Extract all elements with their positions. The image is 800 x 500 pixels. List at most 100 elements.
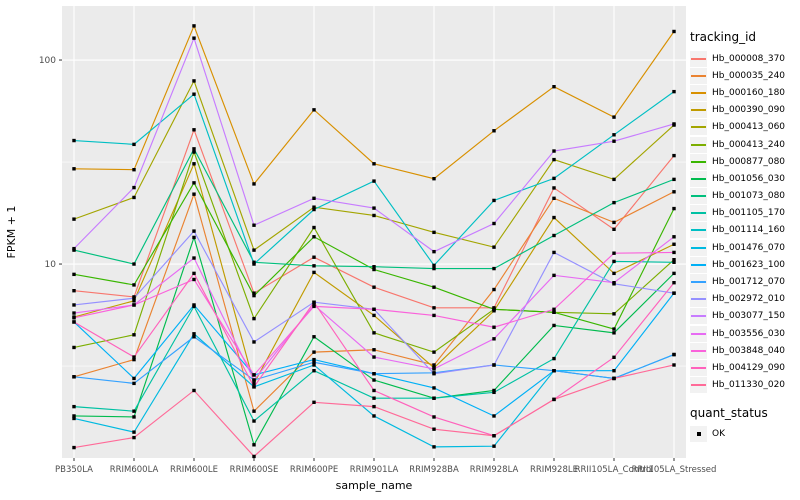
legend-title-quant-status: quant_status: [690, 405, 768, 420]
data-point: [72, 404, 76, 409]
data-point: [312, 363, 316, 367]
legend-key-box: [690, 102, 707, 119]
data-point: [312, 350, 316, 354]
data-point: [312, 255, 316, 259]
data-point: [252, 182, 256, 186]
data-point: [492, 388, 496, 393]
legend-key-box: [690, 239, 707, 256]
legend-key-box: [690, 274, 707, 291]
data-point: [372, 388, 376, 393]
legend-key-line: [691, 212, 706, 215]
data-point: [672, 250, 676, 255]
legend-item-Hb_003077_150: Hb_003077_150: [690, 308, 800, 325]
legend-key-box: [690, 256, 707, 273]
data-point: [192, 181, 196, 185]
legend-key-box: [690, 377, 707, 394]
data-point: [72, 320, 76, 324]
legend-item-Hb_001712_070: Hb_001712_070: [690, 273, 800, 291]
data-point: [612, 327, 616, 331]
legend-item-label: Hb_001056_030: [712, 173, 786, 184]
data-point: [612, 251, 616, 255]
data-point: [312, 205, 316, 209]
legend-key-box: [690, 67, 707, 84]
data-point: [132, 185, 136, 190]
legend-key-line: [691, 109, 706, 112]
data-point: [552, 307, 556, 311]
legend-key-box: [690, 84, 707, 101]
data-point: [132, 355, 136, 359]
legend-key-box: [690, 325, 707, 342]
data-point: [372, 179, 376, 183]
data-point: [252, 223, 256, 227]
data-point: [672, 281, 676, 285]
data-point: [612, 227, 616, 231]
data-point: [252, 381, 256, 386]
data-point: [192, 92, 196, 96]
data-point: [132, 430, 136, 434]
legend-quant-ok-item: OK: [690, 426, 800, 443]
legend-item-Hb_011330_020: Hb_011330_020: [690, 377, 800, 394]
data-point: [492, 414, 496, 418]
legend-key-line: [691, 143, 706, 146]
legend-item-label: Hb_004129_090: [712, 362, 786, 373]
x-tick-label: RRIM928LA: [470, 465, 519, 475]
data-point: [432, 230, 436, 235]
legend-item-label: Hb_003077_150: [712, 311, 786, 322]
data-point: [552, 369, 556, 373]
y-axis-title: FPKM + 1: [5, 206, 18, 259]
x-axis-title: sample_name: [336, 479, 413, 492]
data-point: [552, 250, 556, 255]
legend-key-line: [691, 332, 706, 335]
legend-item-label: Hb_003848_040: [712, 345, 786, 356]
data-point: [192, 162, 196, 166]
data-point: [372, 206, 376, 210]
data-point: [312, 108, 316, 112]
legend-key-box: [690, 188, 707, 205]
legend-item-label: Hb_001623_100: [712, 259, 786, 270]
legend-key-line: [691, 349, 706, 352]
data-point: [612, 376, 616, 381]
legend-key-line: [691, 126, 706, 129]
legend-item-Hb_001476_070: Hb_001476_070: [690, 239, 800, 256]
legend-item-label: Hb_002972_010: [712, 294, 786, 305]
legend-item-Hb_001114_160: Hb_001114_160: [690, 222, 800, 239]
data-point: [432, 386, 436, 390]
data-point: [432, 415, 436, 419]
data-point: [672, 291, 676, 295]
legend-item-label: Hb_001105_170: [712, 208, 786, 219]
data-point: [552, 157, 556, 162]
x-tick-label: RRIM600SE: [230, 465, 279, 475]
data-point: [552, 196, 556, 200]
x-tick-label: RRIM901LA: [350, 465, 399, 475]
data-point: [252, 316, 256, 321]
data-point: [432, 263, 436, 268]
legend-key-box: [690, 222, 707, 239]
data-point: [132, 299, 136, 303]
data-point: [132, 195, 136, 200]
data-point: [72, 272, 76, 277]
data-point: [312, 369, 316, 373]
data-point: [132, 262, 136, 266]
data-point: [132, 333, 136, 337]
data-point: [312, 304, 316, 309]
data-point: [192, 256, 196, 260]
data-point: [252, 373, 256, 377]
data-point: [492, 363, 496, 367]
data-point: [192, 128, 196, 132]
legend-key-box: [690, 205, 707, 222]
legend-item-Hb_002972_010: Hb_002972_010: [690, 291, 800, 308]
data-point: [672, 89, 676, 94]
data-point: [492, 198, 496, 203]
data-point: [132, 381, 136, 386]
legend-item-label: Hb_000413_060: [712, 122, 786, 133]
legend-item-Hb_003556_030: Hb_003556_030: [690, 325, 800, 342]
data-point: [432, 285, 436, 289]
data-point: [252, 378, 256, 382]
data-point: [552, 215, 556, 220]
data-point: [192, 277, 196, 282]
legend-item-Hb_001623_100: Hb_001623_100: [690, 256, 800, 273]
legend-key-box: [690, 170, 707, 187]
data-point: [492, 307, 496, 311]
data-point: [372, 213, 376, 218]
data-point: [192, 79, 196, 83]
